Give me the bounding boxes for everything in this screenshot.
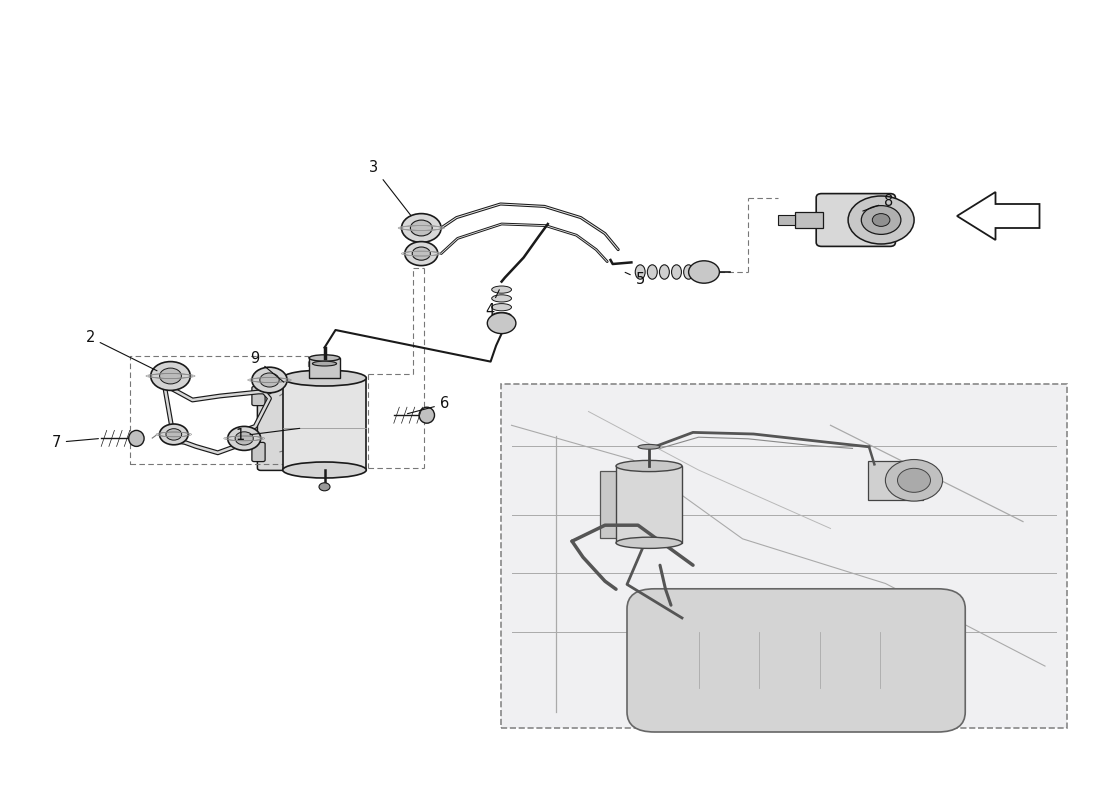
Circle shape (151, 362, 190, 390)
Circle shape (487, 313, 516, 334)
Text: 8: 8 (862, 194, 893, 211)
Bar (795, 212, 823, 228)
Circle shape (160, 368, 182, 384)
Ellipse shape (283, 462, 366, 478)
Text: 7: 7 (52, 435, 98, 450)
Circle shape (410, 220, 432, 236)
Ellipse shape (492, 294, 512, 302)
Ellipse shape (635, 265, 645, 279)
FancyBboxPatch shape (257, 378, 288, 470)
Ellipse shape (492, 286, 512, 293)
Circle shape (402, 214, 441, 242)
Circle shape (319, 482, 330, 490)
Text: 6: 6 (407, 397, 449, 414)
Circle shape (235, 432, 253, 445)
Circle shape (898, 468, 931, 492)
Text: 3: 3 (370, 161, 410, 215)
Circle shape (160, 424, 188, 445)
Circle shape (886, 459, 943, 501)
Ellipse shape (638, 444, 660, 449)
Text: 5: 5 (625, 272, 645, 286)
Bar (616, 466, 682, 542)
Bar (309, 358, 340, 378)
Circle shape (861, 206, 901, 234)
Text: 2: 2 (86, 330, 157, 370)
Circle shape (848, 196, 914, 244)
Circle shape (228, 426, 261, 450)
Circle shape (252, 367, 287, 393)
Text: 4: 4 (485, 290, 499, 318)
Circle shape (872, 214, 890, 226)
Bar (500, 384, 1067, 728)
Ellipse shape (647, 265, 658, 279)
Bar (283, 378, 366, 470)
Circle shape (689, 261, 719, 283)
Bar (868, 461, 923, 499)
FancyBboxPatch shape (627, 589, 966, 732)
Ellipse shape (283, 370, 366, 386)
Circle shape (166, 429, 182, 440)
Text: 9: 9 (251, 351, 284, 382)
Polygon shape (957, 192, 1040, 240)
Circle shape (260, 373, 279, 387)
Ellipse shape (683, 265, 694, 279)
FancyBboxPatch shape (816, 194, 895, 246)
Ellipse shape (312, 362, 337, 366)
Circle shape (405, 242, 438, 266)
Bar (778, 215, 795, 225)
Ellipse shape (616, 538, 682, 549)
Ellipse shape (492, 303, 512, 310)
Ellipse shape (309, 355, 340, 362)
Ellipse shape (129, 430, 144, 446)
Bar (600, 470, 619, 538)
Ellipse shape (492, 312, 512, 319)
Ellipse shape (671, 265, 682, 279)
FancyBboxPatch shape (252, 442, 265, 462)
Ellipse shape (616, 460, 682, 471)
Ellipse shape (419, 407, 435, 423)
Text: 1: 1 (235, 428, 299, 443)
FancyBboxPatch shape (252, 386, 265, 406)
Ellipse shape (659, 265, 669, 279)
Circle shape (412, 247, 430, 260)
